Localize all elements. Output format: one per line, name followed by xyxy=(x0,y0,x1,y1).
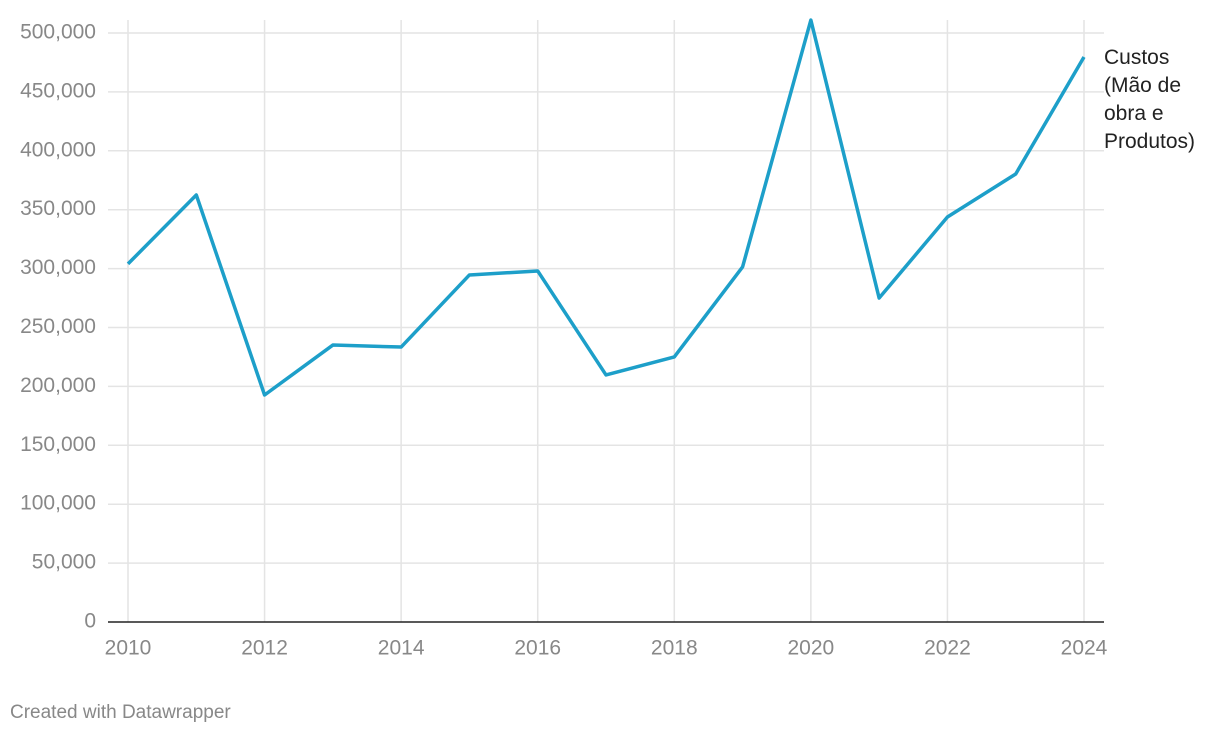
x-tick-label: 2010 xyxy=(105,637,152,660)
y-tick-label: 100,000 xyxy=(20,492,96,515)
y-tick-label: 200,000 xyxy=(20,374,96,397)
y-tick-label: 300,000 xyxy=(20,256,96,279)
x-tick-label: 2016 xyxy=(514,637,561,660)
x-tick-label: 2020 xyxy=(787,637,834,660)
x-tick-label: 2014 xyxy=(378,637,425,660)
y-tick-label: 500,000 xyxy=(20,21,96,44)
y-tick-label: 50,000 xyxy=(32,551,96,574)
line xyxy=(126,18,1086,397)
y-tick-label: 150,000 xyxy=(20,433,96,456)
y-tick-label: 450,000 xyxy=(20,79,96,102)
x-tick-label: 2024 xyxy=(1061,637,1108,660)
y-tick-label: 400,000 xyxy=(20,138,96,161)
credit: Created with Datawrapper xyxy=(10,702,231,723)
y-tick-label: 350,000 xyxy=(20,197,96,220)
x-tick-label: 2022 xyxy=(924,637,971,660)
y-tick-label: 250,000 xyxy=(20,315,96,338)
series-label: Custos (Mão de obra e Produtos) xyxy=(1104,46,1196,153)
y-tick-label: 0 xyxy=(84,610,96,633)
x-tick-label: 2012 xyxy=(241,637,288,660)
x-tick-label: 2018 xyxy=(651,637,698,660)
